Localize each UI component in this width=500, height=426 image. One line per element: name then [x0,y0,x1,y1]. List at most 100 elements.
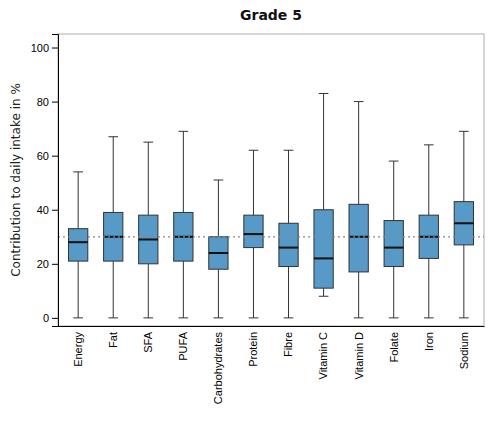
box-group [139,142,158,318]
cap-high [354,101,364,102]
whisker-high [183,131,184,212]
plot: 020406080100EnergyFatSFAPUFACarbohydrate… [31,34,485,404]
box-group [244,150,263,318]
x-tick: Energy [72,326,84,367]
y-tick: 0 [43,312,58,324]
x-tick: Sodium [458,326,470,369]
cap-low [179,317,189,318]
reference-line [58,236,484,237]
x-tick-label: Carbohydrates [212,332,224,405]
x-tick-label: Vitamin D [353,332,365,380]
cap-low [214,317,224,318]
cap-high [389,161,399,162]
box-group [349,102,368,318]
whisker-low [463,245,464,318]
x-tick: Iron [423,326,435,351]
box [314,210,333,288]
cap-low [424,317,434,318]
box-group [174,131,193,318]
box-group [104,137,123,318]
median [69,241,88,243]
y-tick-mark [52,102,58,103]
whisker-low [218,269,219,318]
x-tick: PUFA [177,326,189,361]
box [279,223,298,266]
cap-low [354,317,364,318]
whisker-low [393,267,394,318]
x-tick: SFA [142,326,154,353]
box [349,204,368,272]
whisker-high [253,150,254,215]
cap-high [249,150,259,151]
y-tick-mark [52,264,58,265]
x-tick-label: Fat [107,332,119,348]
box-group [69,172,88,318]
box [384,221,403,267]
whisker-low [113,261,114,318]
whisker-high [288,150,289,223]
y-axis: 020406080100 [31,35,59,327]
box [244,215,263,247]
box [209,237,228,269]
y-tick: 100 [31,42,58,54]
x-tick-label: Fibre [282,332,294,357]
cap-low [143,317,153,318]
cap-low [319,296,329,297]
chart: 020406080100EnergyFatSFAPUFACarbohydrate… [0,0,500,426]
y-axis-line [52,35,59,327]
median [454,222,473,224]
plot-frame [58,34,484,326]
x-axis: EnergyFatSFAPUFACarbohydratesProteinFibr… [59,326,485,404]
x-tick: Vitamin C [317,326,329,379]
y-tick-mark [52,210,58,211]
x-tick-label: Folate [388,332,400,363]
median [279,247,298,249]
cap-low [389,317,399,318]
whisker-high [428,145,429,215]
x-tick-label: Vitamin C [317,332,329,380]
x-axis-line [59,326,485,327]
cap-low [284,317,294,318]
cap-high [424,144,434,145]
marks [58,93,484,317]
whisker-low [183,261,184,318]
y-tick-label: 40 [37,204,49,216]
box-group [419,145,438,318]
whisker-low [428,258,429,317]
x-tick: Vitamin D [353,326,365,379]
box-group [454,131,473,318]
cap-high [179,131,189,132]
y-tick-label: 0 [43,312,49,324]
y-tick-label: 100 [31,42,49,54]
cap-high [459,131,469,132]
title: Grade 5 [240,7,302,23]
cap-low [249,317,259,318]
y-tick-mark [52,318,58,319]
whisker-high [358,102,359,205]
whisker-high [323,93,324,209]
cap-low [108,317,118,318]
whisker-high [218,180,219,237]
x-tick: Folate [388,326,400,363]
cap-high [73,171,83,172]
box-group [384,161,403,318]
whisker-high [113,137,114,213]
cap-low [459,317,469,318]
y-tick: 80 [37,96,58,108]
y-tick-label: 60 [37,150,49,162]
x-tick-label: Sodium [458,332,470,369]
cap-high [143,142,153,143]
box-group [314,93,333,296]
x-tick: Fat [107,326,119,348]
median [209,252,228,254]
box [139,215,158,264]
whisker-low [253,248,254,318]
x-tick-label: Iron [423,332,435,351]
median [244,233,263,235]
whisker-low [148,264,149,318]
whisker-high [393,161,394,220]
cap-high [108,136,118,137]
whisker-low [323,288,324,296]
y-axis-title: Contribution to daily intake in % [9,83,23,277]
whisker-low [78,261,79,318]
